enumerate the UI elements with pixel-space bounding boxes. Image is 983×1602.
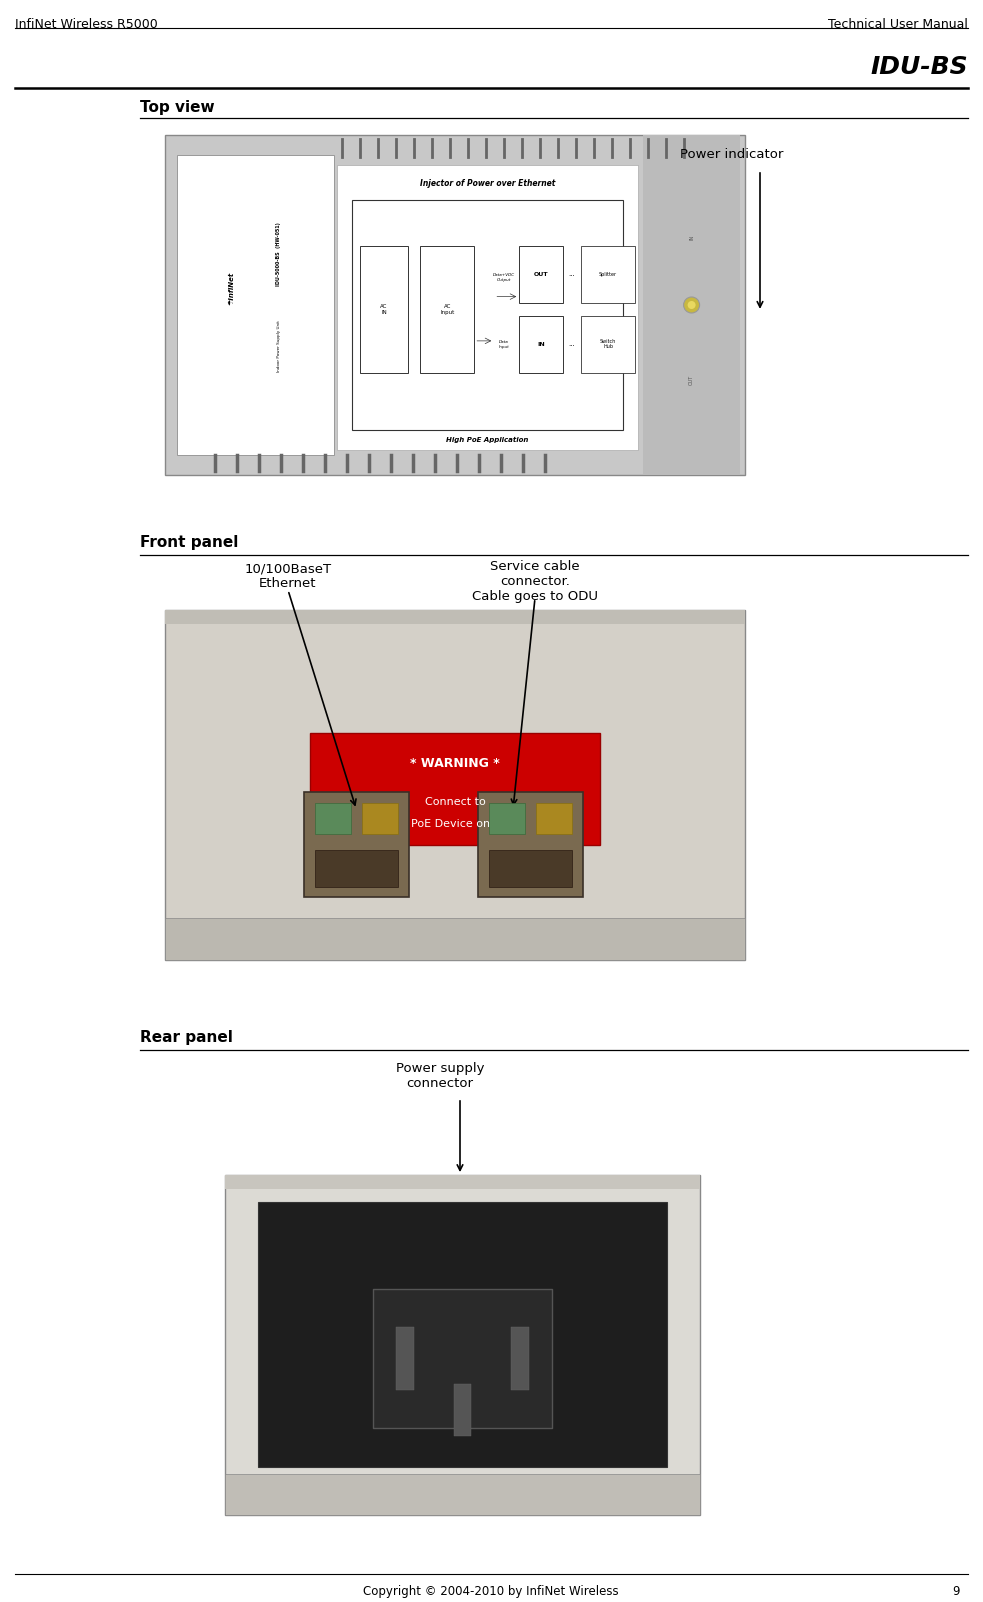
- Bar: [519, 316, 563, 373]
- Bar: [581, 316, 635, 373]
- Text: High PoE Application: High PoE Application: [446, 437, 529, 444]
- Text: Indoor Power Supply Unit: Indoor Power Supply Unit: [277, 320, 281, 372]
- Text: IDU-5000-BS  (HW-051): IDU-5000-BS (HW-051): [276, 223, 281, 285]
- Bar: [421, 247, 474, 373]
- Bar: [225, 1174, 700, 1515]
- Text: ☂InfiNet: ☂InfiNet: [229, 271, 235, 304]
- Bar: [453, 1384, 472, 1437]
- Text: Power indicator: Power indicator: [680, 147, 783, 160]
- Text: * WARNING *: * WARNING *: [410, 758, 500, 771]
- Bar: [536, 803, 572, 835]
- Bar: [643, 135, 740, 476]
- Text: ...: ...: [568, 341, 575, 348]
- Bar: [373, 1290, 552, 1427]
- Bar: [489, 803, 525, 835]
- Text: Rear panel: Rear panel: [140, 1030, 233, 1045]
- Bar: [360, 247, 409, 373]
- Bar: [396, 1328, 414, 1391]
- Bar: [259, 1202, 666, 1467]
- Text: Front panel: Front panel: [140, 535, 238, 549]
- Text: Splitter: Splitter: [599, 272, 617, 277]
- Text: Injector of Power over Ethernet: Injector of Power over Ethernet: [420, 178, 555, 187]
- Text: 10/100BaseT
Ethernet: 10/100BaseT Ethernet: [245, 562, 331, 590]
- Text: OUT: OUT: [534, 272, 549, 277]
- Bar: [165, 610, 745, 960]
- Text: 9: 9: [953, 1584, 960, 1599]
- Bar: [310, 732, 600, 844]
- Circle shape: [687, 301, 696, 309]
- Bar: [581, 247, 635, 303]
- Circle shape: [683, 296, 700, 312]
- Bar: [478, 791, 583, 897]
- Bar: [177, 155, 333, 455]
- Text: AC
IN: AC IN: [380, 304, 387, 314]
- Bar: [165, 135, 745, 476]
- Bar: [352, 200, 623, 429]
- Bar: [336, 165, 638, 450]
- Text: Copyright © 2004-2010 by InfiNet Wireless: Copyright © 2004-2010 by InfiNet Wireles…: [363, 1584, 619, 1599]
- Text: IDU-BS: IDU-BS: [870, 54, 968, 78]
- Text: IN: IN: [538, 341, 546, 346]
- Bar: [519, 247, 563, 303]
- Bar: [165, 918, 745, 960]
- Bar: [304, 791, 409, 897]
- Bar: [315, 803, 351, 835]
- Text: Technical User Manual: Technical User Manual: [828, 18, 968, 30]
- Text: PoE Device only: PoE Device only: [411, 819, 499, 830]
- Bar: [362, 803, 398, 835]
- Text: IN: IN: [689, 234, 694, 240]
- Bar: [489, 849, 572, 886]
- Text: Data+VDC
Output: Data+VDC Output: [493, 274, 515, 282]
- Bar: [511, 1328, 529, 1391]
- Text: OUT: OUT: [689, 375, 694, 384]
- Text: Connect to: Connect to: [425, 796, 486, 807]
- Text: Power supply
connector: Power supply connector: [396, 1062, 485, 1089]
- Text: Top view: Top view: [140, 99, 214, 115]
- Text: AC
Input: AC Input: [440, 304, 454, 314]
- Text: Switch
Hub: Switch Hub: [600, 338, 616, 349]
- Text: InfiNet Wireless R5000: InfiNet Wireless R5000: [15, 18, 157, 30]
- Text: ...: ...: [568, 271, 575, 277]
- Bar: [225, 1174, 700, 1189]
- Bar: [315, 849, 398, 886]
- Text: Service cable
connector.
Cable goes to ODU: Service cable connector. Cable goes to O…: [472, 561, 598, 602]
- Bar: [225, 1474, 700, 1515]
- Text: Data
Input: Data Input: [499, 340, 509, 349]
- Bar: [165, 610, 745, 625]
